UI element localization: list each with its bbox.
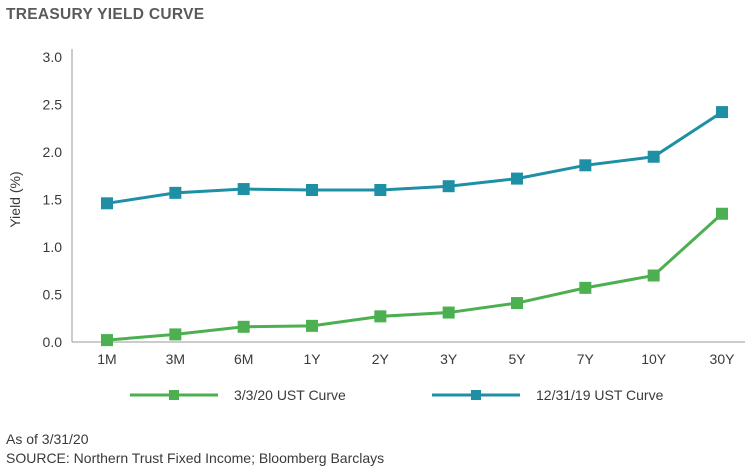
data-point-marker: [169, 186, 182, 199]
x-tick-label: 30Y: [710, 351, 736, 367]
legend-marker: [471, 390, 481, 400]
source-note: SOURCE: Northern Trust Fixed Income; Blo…: [6, 450, 385, 466]
x-tick-label: 2Y: [372, 351, 390, 367]
x-tick-label: 1Y: [303, 351, 321, 367]
y-tick-label: 2.0: [43, 144, 63, 160]
legend-label: 3/3/20 UST Curve: [234, 387, 346, 403]
y-axis-label: Yield (%): [7, 171, 23, 227]
legend-item: 12/31/19 UST Curve: [432, 387, 664, 403]
data-point-marker: [647, 150, 660, 163]
y-tick-label: 1.0: [43, 239, 63, 255]
data-point-marker: [442, 306, 455, 319]
data-point-marker: [716, 207, 728, 220]
data-point-marker: [374, 310, 387, 323]
data-point-marker: [716, 106, 728, 119]
axes: [71, 49, 745, 343]
legend-label: 12/31/19 UST Curve: [536, 387, 664, 403]
data-point-marker: [306, 184, 318, 196]
series-line: [106, 110, 723, 205]
data-point-marker: [101, 197, 113, 210]
data-point-marker: [237, 183, 250, 196]
yield-curve-chart: 0.0 0.5 1.0 1.5 2.0 2.5 3.0 1M 3M 6M 1Y 2Y 3Y 5Y 7Y 10…: [7, 49, 745, 403]
y-tick-label: 0.5: [43, 287, 63, 303]
data-point-marker: [374, 184, 387, 196]
chart-title: TREASURY YIELD CURVE: [6, 6, 205, 23]
x-tick-label: 5Y: [508, 351, 526, 367]
data-point-marker: [101, 334, 113, 347]
y-tick-label: 1.5: [43, 192, 63, 208]
x-tick-label: 7Y: [577, 351, 595, 367]
x-tick-label: 3Y: [440, 351, 458, 367]
data-point-marker: [647, 269, 660, 282]
data-point-marker: [442, 180, 455, 193]
data-point-marker: [579, 159, 592, 172]
x-axis-ticks: 1M 3M 6M 1Y 2Y 3Y 5Y 7Y 10Y 30Y: [97, 351, 735, 367]
x-tick-label: 1M: [97, 351, 116, 367]
series-2: [101, 106, 728, 210]
y-tick-label: 3.0: [43, 49, 63, 65]
x-tick-label: 10Y: [641, 351, 667, 367]
legend-item: 3/3/20 UST Curve: [130, 387, 346, 403]
data-point-marker: [169, 328, 182, 341]
as-of-note: As of 3/31/20: [6, 431, 89, 447]
data-point-marker: [306, 319, 318, 332]
series-1: [101, 207, 728, 347]
x-tick-label: 6M: [234, 351, 253, 367]
data-point-marker: [579, 281, 592, 294]
series-group: [101, 106, 728, 347]
data-point-marker: [237, 320, 250, 333]
series-line: [106, 212, 724, 342]
y-tick-label: 2.5: [43, 97, 63, 113]
y-axis-ticks: 0.0 0.5 1.0 1.5 2.0 2.5 3.0: [43, 49, 63, 350]
legend-marker: [169, 390, 179, 400]
y-tick-label: 0.0: [43, 334, 63, 350]
data-point-marker: [511, 172, 523, 185]
x-tick-label: 3M: [166, 351, 185, 367]
data-point-marker: [511, 297, 523, 310]
legend: 3/3/20 UST Curve 12/31/19 UST Curve: [130, 387, 664, 403]
